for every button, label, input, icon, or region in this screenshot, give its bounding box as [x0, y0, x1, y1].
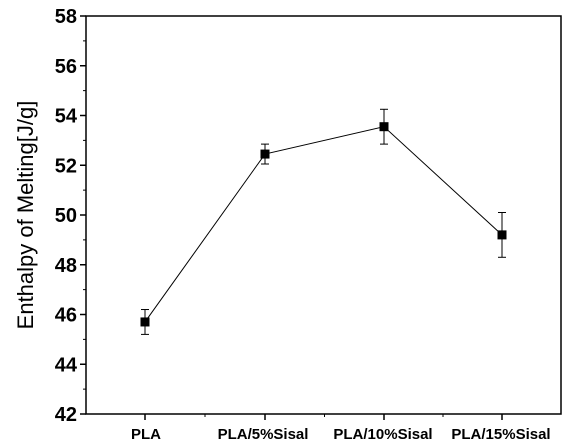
series-line-group — [144, 126, 503, 323]
x-tick-label: PLA/15%Sisal — [451, 426, 550, 443]
y-tick-label: 56 — [55, 56, 77, 78]
y-tick-label: 54 — [55, 106, 78, 128]
data-point-marker — [140, 317, 150, 327]
series-line — [144, 126, 503, 323]
plot-frame — [85, 15, 562, 415]
y-axis-title: Enthalpy of Melting[J/g] — [13, 101, 38, 330]
y-tick-label: 58 — [55, 6, 77, 28]
x-tick-label: PLA — [131, 426, 161, 443]
y-tick-label: 52 — [55, 155, 77, 177]
data-point-marker — [260, 149, 270, 159]
y-tick-label: 44 — [55, 354, 78, 376]
x-tick-label: PLA/5%Sisal — [218, 426, 309, 443]
y-axis: 42 44 46 48 50 52 54 56 58 — [55, 6, 86, 426]
x-axis: PLA PLA/5%Sisal PLA/10%Sisal PLA/15%Sisal — [131, 414, 551, 443]
y-tick-label: 46 — [55, 305, 77, 327]
data-point-marker — [379, 122, 389, 132]
y-tick-label: 50 — [55, 205, 77, 227]
data-point-marker — [497, 230, 507, 240]
markers-group — [140, 122, 507, 327]
x-tick-label: PLA/10%Sisal — [333, 426, 432, 443]
y-tick-label: 48 — [55, 255, 77, 277]
y-tick-label: 42 — [55, 404, 77, 426]
error-bars-group — [141, 108, 506, 335]
